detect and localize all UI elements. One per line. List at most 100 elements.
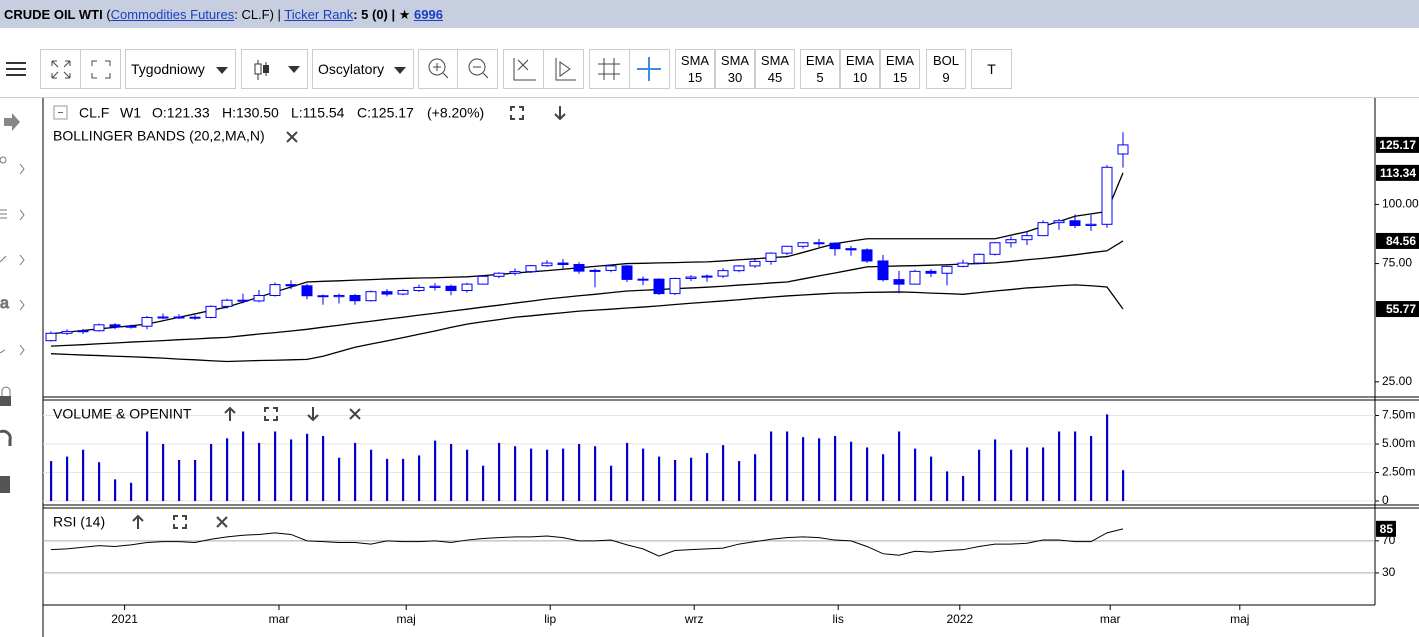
crosshair-button[interactable] [629,49,670,89]
indicator-button[interactable]: EMA 15 [880,49,920,89]
indicator-period: 5 [816,70,824,85]
candle-body [941,265,953,274]
close-icon[interactable] [349,408,361,420]
candle-body [509,271,521,274]
close-glyph [349,408,361,420]
favorites-link[interactable]: 6996 [414,7,443,22]
y-tick-label: 75.00 [1382,256,1412,270]
volume-bar [882,454,885,502]
volume-bar [418,455,421,502]
last-value-label: 125.17 [1379,138,1416,152]
down-icon[interactable] [554,106,566,121]
rank: : 5 (0) | [353,7,396,22]
pane-title: BOLLINGER BANDS (20,2,MA,N) [53,128,265,144]
volume-bar [994,439,997,502]
rank-link[interactable]: Ticker Rank [284,7,354,22]
down-icon[interactable] [307,407,319,422]
candle-body [77,330,89,333]
indicator-name: SMA [760,53,790,68]
indicator-select[interactable]: Oscylatory [312,49,414,89]
max-glyph [173,515,187,529]
volume-bar [930,456,933,502]
indicator-period: 15 [892,70,908,85]
volume-bar [594,446,597,502]
volume-bar [962,475,965,502]
volume-bar [738,461,741,502]
candle-body [317,295,329,298]
x-tick-label: 2021 [111,612,138,626]
side-toolbar: a [0,113,25,493]
y-tick-label: 7.50m [1382,408,1415,422]
volume-bar [98,462,101,502]
candle-body [669,277,681,295]
expand-button[interactable] [40,49,81,89]
zoom-out-button[interactable] [457,49,498,89]
volume-bar [482,465,485,502]
candle-body [637,278,649,281]
y-tick-label: 100.00 [1382,197,1419,211]
volume-bar [434,440,437,502]
up-icon[interactable] [224,406,236,421]
volume-bar [178,459,181,502]
candle-body [141,316,153,327]
candle-body [685,276,697,279]
volume-bar [402,458,405,502]
candle-body [829,242,841,250]
indicator-period: 45 [767,70,783,85]
scroll-start-button[interactable] [503,49,544,89]
last-value-label: 113.34 [1380,166,1416,180]
volume-bar [322,436,325,502]
indicator-button[interactable]: EMA 10 [840,49,880,89]
candle-body [237,299,249,302]
close-icon[interactable] [216,516,228,528]
fullscreen-button[interactable] [80,49,121,89]
volume-bar [626,442,629,502]
volume-bar [1058,431,1061,502]
candle-body [749,260,761,267]
indicator-button[interactable]: EMA 5 [800,49,840,89]
volume-bar [1090,436,1093,502]
candle-body [349,294,361,302]
indicator-button[interactable]: SMA 30 [715,49,755,89]
volume-bar [914,448,917,502]
market-link[interactable]: Commodities Futures [110,7,235,22]
volume-bar [1026,447,1029,502]
indicator-button[interactable]: BOL 9 [926,49,966,89]
x-tick-label: maj [1230,612,1249,626]
scroll-end-button[interactable] [543,49,584,89]
close-icon[interactable] [286,131,298,143]
chart-type-select[interactable] [241,49,308,89]
x-tick-label: wrz [684,612,704,626]
max-icon[interactable] [173,515,187,529]
volume-bar [50,461,53,502]
symbol: : CL.F) | [234,7,281,22]
volume-bar [290,439,293,502]
text-tool-button[interactable]: T [971,49,1012,89]
star: ★ [398,7,411,22]
max-icon[interactable] [264,407,278,421]
candle-body [477,275,489,285]
menu-button[interactable] [3,54,33,84]
indicator-button[interactable]: SMA 45 [755,49,795,89]
interval-select[interactable]: Tygodniowy [125,49,236,89]
indicator-button[interactable]: SMA 15 [675,49,715,89]
candle-body [285,284,297,287]
candle-body [1005,239,1017,244]
last-value-flag [1376,164,1419,181]
candle-body [1069,220,1081,226]
last-value-flag [1376,520,1396,537]
candle-body [221,299,233,307]
volume-bar [370,449,373,502]
candle-body [397,290,409,295]
candle-body [109,324,121,328]
last-value-label: 84.56 [1386,234,1416,248]
volume-bar [610,465,613,502]
pane-title: VOLUME & OPENINT [53,406,192,422]
up-glyph [132,514,144,529]
candle-body [797,242,809,247]
up-icon[interactable] [132,514,144,529]
ohlc-label: L:115.54 [291,105,345,121]
close-glyph [286,131,298,143]
down-glyph [554,106,566,121]
max-icon[interactable] [510,106,524,120]
